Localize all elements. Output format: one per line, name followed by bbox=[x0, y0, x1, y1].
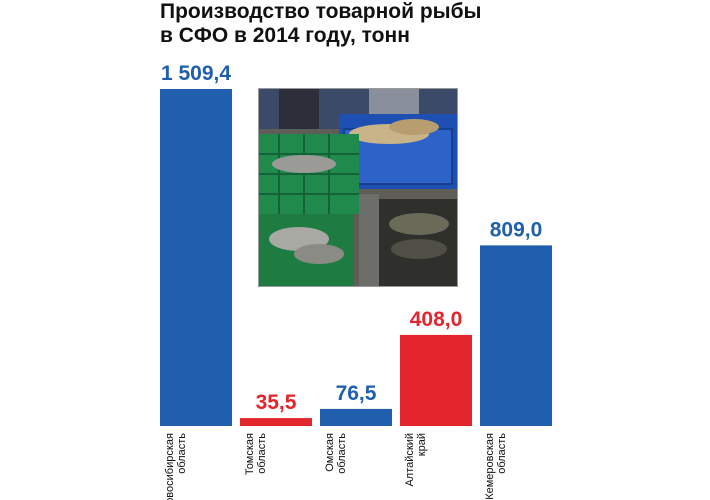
data-label: 35,5 bbox=[256, 391, 297, 414]
data-label: 76,5 bbox=[336, 382, 377, 405]
chart-title-line1: Производство товарной рыбы bbox=[160, 0, 482, 23]
category-label: Кемеровскаяобласть bbox=[484, 433, 508, 500]
bar bbox=[400, 334, 472, 426]
category-label: Томскаяобласть bbox=[244, 433, 268, 475]
data-label: 1 509,4 bbox=[161, 62, 231, 85]
category-label: Алтайскийкрай bbox=[404, 433, 428, 487]
data-label: 809,0 bbox=[490, 218, 543, 241]
bar bbox=[240, 418, 312, 426]
category-label: Новосибирскаяобласть bbox=[164, 433, 188, 500]
category-label: Омскаяобласть bbox=[324, 433, 348, 474]
chart-title-line2: в СФО в 2014 году, тонн bbox=[160, 24, 410, 47]
bar bbox=[320, 408, 392, 426]
fish-crates-photo bbox=[258, 88, 458, 287]
chart-title: Производство товарной рыбы в СФО в 2014 … bbox=[160, 0, 580, 48]
bar bbox=[160, 89, 232, 426]
bar bbox=[480, 245, 552, 426]
data-label: 408,0 bbox=[410, 308, 463, 331]
